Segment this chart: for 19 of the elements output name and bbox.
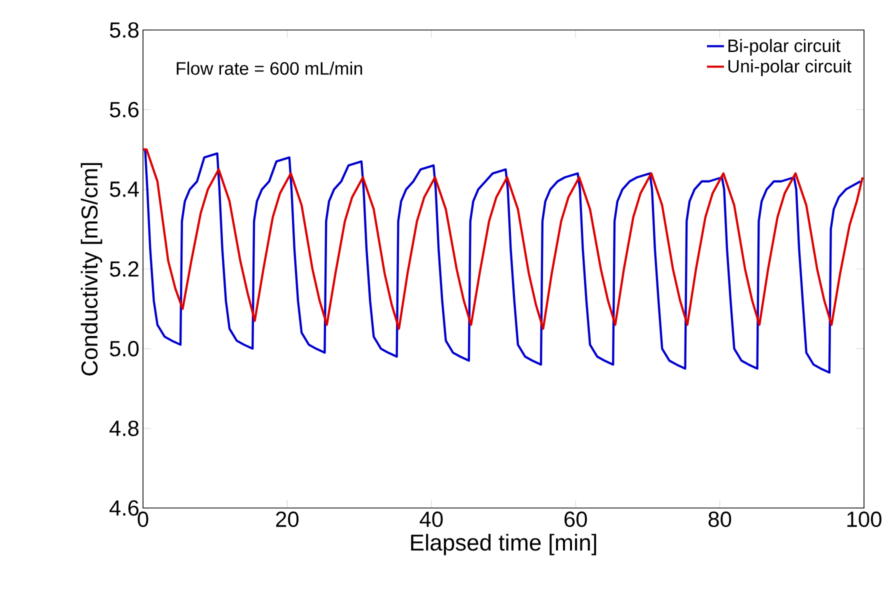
y-tick-label: 5.0 xyxy=(110,340,139,356)
annotation: Flow rate = 600 mL/min xyxy=(176,62,362,75)
x-tick-label: 20 xyxy=(276,512,299,528)
y-tick-label: 4.6 xyxy=(110,500,139,516)
legend-label: Uni-polar circuit xyxy=(728,59,852,76)
x-tick-label: 0 xyxy=(138,512,148,528)
y-axis-title: Conductivity [mS/cm] xyxy=(80,163,102,376)
x-tick-label: 100 xyxy=(847,512,882,528)
line-series xyxy=(143,148,864,330)
x-tick-label: 60 xyxy=(564,512,587,528)
legend-label: Bi-polar circuit xyxy=(728,38,840,56)
y-tick-label: 5.4 xyxy=(110,182,139,197)
y-tick-label: 5.6 xyxy=(110,102,139,118)
x-tick-label: 80 xyxy=(708,512,732,528)
y-tick-label: 5.2 xyxy=(110,261,138,277)
y-tick-label: 5.8 xyxy=(110,22,139,38)
x-axis-title: Elapsed time [min] xyxy=(411,534,596,556)
y-tick-label: 4.8 xyxy=(110,420,139,436)
x-tick-label: 40 xyxy=(420,512,443,528)
